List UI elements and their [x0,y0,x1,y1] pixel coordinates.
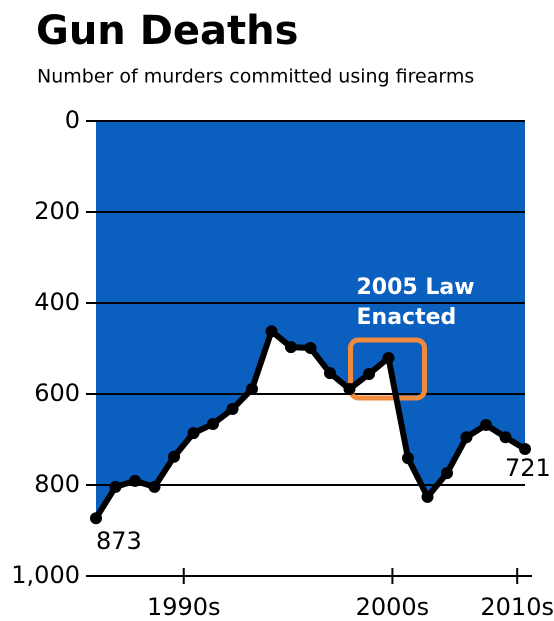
x-tick-label: 1990s [147,593,221,621]
annotation-box [348,337,427,401]
data-point [187,427,200,440]
data-point [441,467,453,480]
data-point [363,367,375,380]
data-point [480,418,492,431]
data-point [168,450,180,463]
data-point [324,367,336,380]
data-point [285,341,297,354]
data-point [265,325,278,338]
data-label: 873 [96,527,142,555]
data-point [402,452,414,465]
data-point [519,443,531,456]
data-point [460,431,473,444]
y-tick-label: 200 [34,197,80,225]
chart-subtitle: Number of murders committed using firear… [37,66,474,88]
y-tick-label: 1,000 [11,561,80,589]
data-point [499,431,512,444]
x-tick-label: 2010s [480,593,554,621]
data-point [304,342,317,355]
chart-title: Gun Deaths [36,8,298,54]
annotation-text: Enacted [357,305,457,330]
data-point [382,352,395,365]
data-point [148,480,161,493]
y-tick-label: 800 [34,470,80,498]
data-point [90,512,102,525]
x-tick-label: 2000s [356,593,430,621]
data-point [246,382,258,395]
y-tick-label: 0 [65,106,80,134]
y-tick-label: 400 [34,288,80,316]
data-point [226,403,239,416]
area-fill [96,121,525,519]
y-tick-label: 600 [34,379,80,407]
data-point [421,490,434,503]
annotation-text: 2005 Law [357,275,475,300]
data-point [129,474,141,487]
data-label: 721 [505,454,551,482]
data-point [207,418,219,431]
data-point [343,382,356,395]
data-point [109,480,122,493]
